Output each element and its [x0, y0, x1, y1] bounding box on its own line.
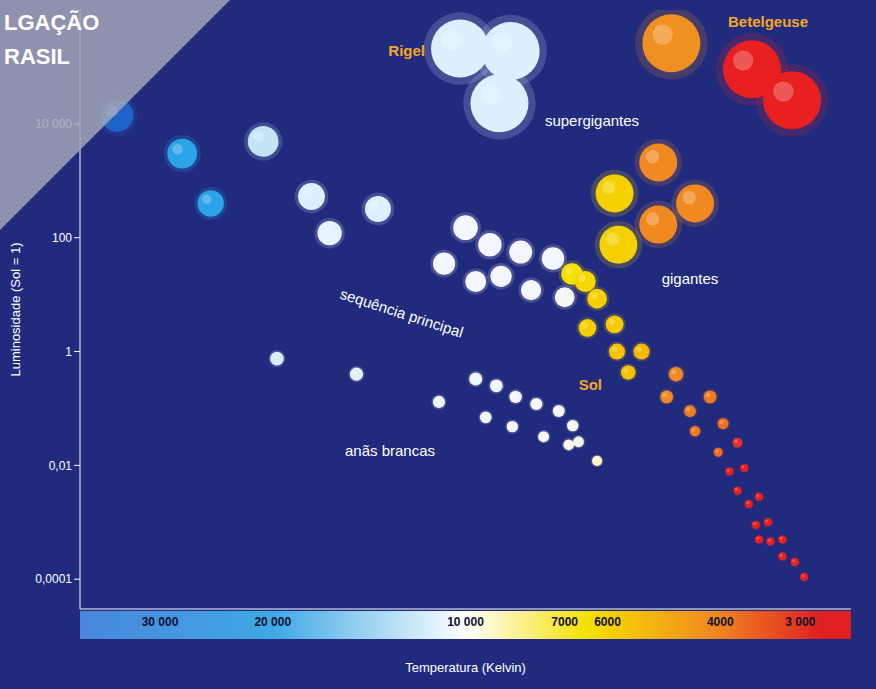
svg-text:0,01: 0,01 — [49, 459, 73, 473]
svg-text:10 000: 10 000 — [447, 615, 484, 629]
svg-text:7000: 7000 — [551, 615, 578, 629]
svg-text:20 000: 20 000 — [254, 615, 291, 629]
svg-text:3 000: 3 000 — [785, 615, 815, 629]
svg-text:sequência principal: sequência principal — [338, 285, 465, 341]
svg-text:4000: 4000 — [707, 615, 734, 629]
svg-text:anãs brancas: anãs brancas — [345, 442, 435, 459]
svg-text:supergigantes: supergigantes — [545, 112, 639, 129]
svg-text:10 000: 10 000 — [35, 117, 72, 131]
svg-text:Rigel: Rigel — [388, 42, 425, 59]
svg-text:Temperatura (Kelvin): Temperatura (Kelvin) — [405, 660, 526, 675]
svg-text:30 000: 30 000 — [142, 615, 179, 629]
svg-text:Luminosidade (Sol = 1): Luminosidade (Sol = 1) — [8, 242, 23, 376]
svg-text:Sol: Sol — [579, 376, 602, 393]
svg-text:gigantes: gigantes — [662, 270, 719, 287]
svg-text:RASIL: RASIL — [4, 44, 70, 69]
svg-text:6000: 6000 — [594, 615, 621, 629]
svg-text:100: 100 — [52, 231, 72, 245]
svg-text:Betelgeuse: Betelgeuse — [728, 13, 808, 30]
svg-text:LGAÇÃO: LGAÇÃO — [4, 10, 99, 35]
svg-text:1: 1 — [65, 345, 72, 359]
svg-text:0,0001: 0,0001 — [35, 572, 72, 586]
